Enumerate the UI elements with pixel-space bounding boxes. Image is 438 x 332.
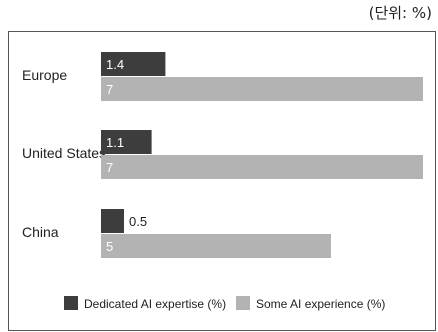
bar-dedicated-europe	[101, 52, 166, 76]
bar-some-china	[101, 234, 331, 258]
bar-dedicated-united-states	[101, 130, 152, 154]
value-label-dedicated-china: 0.5	[129, 214, 147, 229]
legend-swatch-dedicated	[64, 296, 78, 310]
value-label-dedicated-europe: 1.4	[106, 57, 124, 72]
category-label-china: China	[22, 224, 59, 240]
bar-dedicated-china	[101, 209, 124, 233]
legend-label-dedicated: Dedicated AI expertise (%)	[84, 297, 226, 311]
bar-some-europe	[101, 77, 423, 101]
value-label-some-united-states: 7	[106, 160, 113, 175]
value-label-dedicated-united-states: 1.1	[106, 135, 124, 150]
unit-label: (단위: %)	[368, 4, 432, 22]
value-label-some-europe: 7	[106, 82, 113, 97]
bar-some-united-states	[101, 155, 423, 179]
legend-label-some: Some AI experience (%)	[256, 297, 385, 311]
category-label-united-states: United States	[22, 145, 106, 161]
value-label-some-china: 5	[106, 239, 113, 254]
legend-swatch-some	[236, 296, 250, 310]
category-label-europe: Europe	[22, 67, 67, 83]
